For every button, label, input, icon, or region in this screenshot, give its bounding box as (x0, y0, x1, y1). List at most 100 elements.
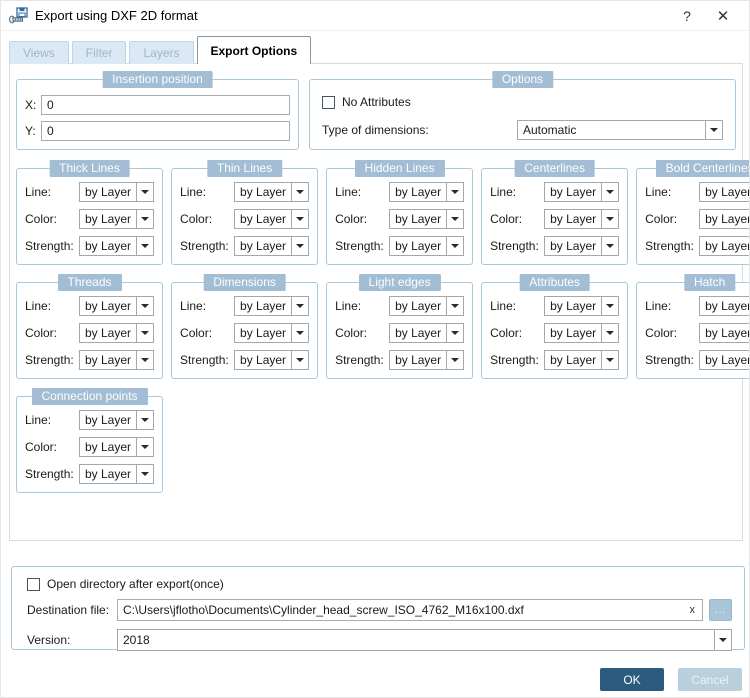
chevron-down-icon[interactable] (136, 210, 154, 228)
chevron-down-icon[interactable] (136, 237, 154, 255)
tab-views[interactable]: Views (9, 41, 69, 64)
line-select[interactable]: by Layer (544, 296, 620, 316)
combo-value: by Layer (85, 239, 132, 253)
tab-export-options[interactable]: Export Options (196, 36, 312, 65)
destination-file-input[interactable] (118, 603, 683, 617)
line-select[interactable]: by Layer (544, 182, 620, 202)
browse-button[interactable]: ... (709, 599, 732, 621)
color-row: Color: by Layer (490, 209, 620, 229)
chevron-down-icon[interactable] (446, 351, 464, 369)
line-select[interactable]: by Layer (389, 182, 465, 202)
line-select[interactable]: by Layer (699, 296, 749, 316)
color-select[interactable]: by Layer (699, 323, 749, 343)
chevron-down-icon[interactable] (136, 183, 154, 201)
chevron-down-icon[interactable] (601, 324, 619, 342)
strength-row: Strength: by Layer (335, 236, 465, 256)
chevron-down-icon[interactable] (136, 438, 154, 456)
line-select[interactable]: by Layer (234, 182, 310, 202)
cancel-button[interactable]: Cancel (678, 668, 742, 691)
chevron-down-icon[interactable] (291, 324, 309, 342)
color-select[interactable]: by Layer (79, 437, 155, 457)
tab-filter[interactable]: Filter (71, 41, 127, 64)
tab-layers[interactable]: Layers (129, 41, 194, 64)
color-select[interactable]: by Layer (544, 323, 620, 343)
chevron-down-icon[interactable] (136, 411, 154, 429)
version-label: Version: (27, 633, 71, 647)
chevron-down-icon[interactable] (601, 297, 619, 315)
open-directory-checkbox[interactable] (27, 577, 40, 591)
strength-select[interactable]: by Layer (79, 236, 155, 256)
chevron-down-icon[interactable] (601, 183, 619, 201)
color-select[interactable]: by Layer (234, 323, 310, 343)
color-select[interactable]: by Layer (699, 209, 750, 229)
field-label: Color: (25, 326, 58, 340)
field-label: Line: (25, 299, 52, 313)
chevron-down-icon[interactable] (136, 324, 154, 342)
help-button[interactable]: ? (683, 7, 691, 24)
field-label: Line: (645, 185, 672, 199)
line-select[interactable]: by Layer (234, 296, 310, 316)
chevron-down-icon[interactable] (446, 183, 464, 201)
no-attributes-checkbox[interactable] (322, 95, 335, 109)
group-title: Options (491, 71, 554, 88)
chevron-down-icon[interactable] (601, 210, 619, 228)
field-label: Line: (645, 299, 672, 313)
no-attributes-row: No Attributes (322, 95, 723, 109)
line-style-group: Bold Centerlines Line: by Layer Color: b… (636, 160, 750, 265)
chevron-down-icon[interactable] (291, 237, 309, 255)
combo-value: by Layer (240, 326, 287, 340)
line-select[interactable]: by Layer (389, 296, 465, 316)
clear-icon[interactable]: x (689, 604, 696, 616)
color-select[interactable]: by Layer (234, 209, 310, 229)
line-select[interactable]: by Layer (79, 296, 155, 316)
chevron-down-icon[interactable] (446, 237, 464, 255)
strength-select[interactable]: by Layer (234, 350, 310, 370)
line-select[interactable]: by Layer (699, 182, 749, 202)
color-select[interactable]: by Layer (79, 209, 155, 229)
strength-select[interactable]: by Layer (79, 464, 155, 484)
chevron-down-icon[interactable] (446, 324, 464, 342)
chevron-down-icon[interactable] (291, 183, 309, 201)
line-select[interactable]: by Layer (79, 410, 155, 430)
chevron-down-icon[interactable] (291, 351, 309, 369)
chevron-down-icon[interactable] (446, 297, 464, 315)
chevron-down-icon[interactable] (136, 465, 154, 483)
color-select[interactable]: by Layer (544, 209, 620, 229)
window-title: Export using DXF 2D format (35, 8, 198, 23)
color-select[interactable]: by Layer (389, 209, 465, 229)
strength-select[interactable]: by Layer (544, 236, 620, 256)
strength-select[interactable]: by Layer (544, 350, 620, 370)
strength-select[interactable]: by Layer (699, 236, 749, 256)
ok-button[interactable]: OK (600, 668, 664, 691)
chevron-down-icon[interactable] (601, 351, 619, 369)
chevron-down-icon[interactable] (136, 297, 154, 315)
chevron-down-icon[interactable] (446, 210, 464, 228)
chevron-down-icon[interactable] (291, 210, 309, 228)
chevron-down-icon[interactable] (136, 351, 154, 369)
color-row: Color: by Layer (180, 209, 310, 229)
strength-select[interactable]: by Layer (389, 350, 465, 370)
strength-select[interactable]: by Layer (389, 236, 465, 256)
color-select[interactable]: by Layer (389, 323, 465, 343)
group-title: Hatch (683, 274, 736, 291)
combo-value: by Layer (550, 326, 597, 340)
y-input[interactable] (41, 121, 290, 141)
line-select[interactable]: by Layer (79, 182, 155, 202)
color-select[interactable]: by Layer (79, 323, 155, 343)
combo-value: by Layer (85, 299, 132, 313)
close-icon[interactable]: ✕ (716, 7, 730, 25)
chevron-down-icon[interactable] (601, 237, 619, 255)
type-of-dimensions-select[interactable]: Automatic (517, 120, 723, 140)
strength-select[interactable]: by Layer (234, 236, 310, 256)
strength-row: Strength: by Layer (335, 350, 465, 370)
strength-select[interactable]: by Layer (699, 350, 749, 370)
chevron-down-icon[interactable] (714, 630, 731, 650)
version-select[interactable]: 2018 (117, 629, 732, 651)
x-input[interactable] (41, 95, 290, 115)
color-row: Color: by Layer (25, 323, 155, 343)
combo-value: by Layer (705, 212, 750, 226)
chevron-down-icon[interactable] (291, 297, 309, 315)
strength-select[interactable]: by Layer (79, 350, 155, 370)
chevron-down-icon[interactable] (705, 121, 722, 139)
